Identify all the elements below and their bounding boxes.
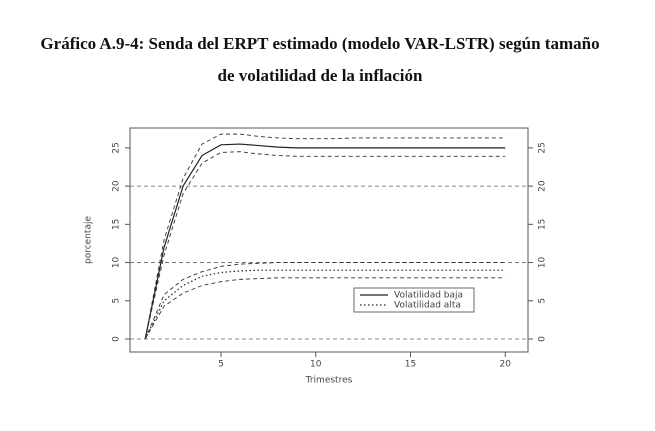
series-line [144,133,506,340]
x-tick-label: 10 [310,360,322,370]
y2-tick-label: 15 [538,219,548,230]
series-line [144,143,506,340]
y-tick-label: 10 [112,257,122,269]
x-tick-label: 5 [218,360,224,370]
y-axis-label: porcentaje [84,216,94,264]
y-tick-label: 15 [112,219,122,230]
y2-tick-label: 5 [538,298,548,304]
series-line [144,262,506,340]
y2-tick-label: 0 [538,336,548,342]
y2-tick-label: 20 [538,180,548,192]
series-line [144,151,506,340]
y2-tick-label: 25 [538,142,548,153]
x-axis-label: Trimestres [305,376,353,386]
series-line [144,277,506,340]
y-tick-label: 25 [112,142,122,153]
x-tick-label: 15 [405,360,416,370]
chart-title: Gráfico A.9-4: Senda del ERPT estimado (… [40,34,600,85]
legend-label: Volatilidad alta [394,301,461,311]
legend-box [353,287,475,313]
x-tick-label: 20 [500,360,512,370]
y-tick-label: 5 [112,298,122,304]
y-tick-label: 20 [112,180,122,192]
plot-frame [129,127,529,353]
y-tick-label: 0 [112,336,122,342]
y2-tick-label: 10 [538,257,548,269]
legend-label: Volatilidad baja [394,291,463,301]
